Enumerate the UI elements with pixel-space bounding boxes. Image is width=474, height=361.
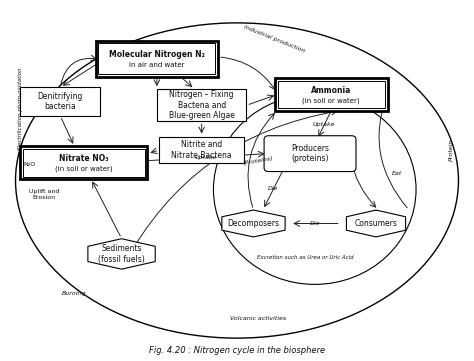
FancyBboxPatch shape	[96, 41, 218, 77]
Text: Molecular Nitrogen N₂: Molecular Nitrogen N₂	[109, 50, 205, 59]
FancyBboxPatch shape	[157, 89, 246, 121]
Text: Electrification photo-oxidation: Electrification photo-oxidation	[18, 68, 23, 150]
Text: Nitrite and
Nitrate Bactena: Nitrite and Nitrate Bactena	[171, 140, 232, 160]
FancyBboxPatch shape	[275, 78, 388, 111]
Text: (in soil or water): (in soil or water)	[302, 97, 360, 104]
Text: Uptake: Uptake	[195, 155, 218, 160]
Text: (Proteins): (Proteins)	[243, 156, 273, 166]
Text: Consumers: Consumers	[355, 219, 397, 228]
Text: N₂O: N₂O	[24, 162, 36, 167]
Text: Nitrogen – Fixing
Bactena and
Blue-green Algae: Nitrogen – Fixing Bactena and Blue-green…	[169, 90, 235, 120]
Text: Uptake: Uptake	[313, 122, 336, 127]
Text: Die: Die	[268, 186, 279, 191]
Text: Industrial production: Industrial production	[243, 25, 306, 54]
Text: Fig. 4.20 : Nitrogen cycle in the biosphere: Fig. 4.20 : Nitrogen cycle in the biosph…	[149, 346, 325, 355]
FancyBboxPatch shape	[264, 136, 356, 171]
Text: Die: Die	[310, 221, 321, 226]
Polygon shape	[222, 210, 285, 237]
Polygon shape	[346, 210, 406, 237]
Text: Excretion such as Urea or Uric Acid: Excretion such as Urea or Uric Acid	[257, 255, 354, 260]
Text: Producers
(proteins): Producers (proteins)	[291, 144, 329, 163]
Text: Burning: Burning	[62, 291, 87, 296]
Polygon shape	[88, 239, 155, 269]
Text: Nitrate NO₃: Nitrate NO₃	[59, 154, 109, 163]
Text: Eat: Eat	[392, 171, 402, 176]
Text: Protein: Protein	[449, 139, 454, 161]
Text: Denitrifying
bacteria: Denitrifying bacteria	[37, 92, 83, 112]
FancyBboxPatch shape	[20, 147, 147, 179]
Text: Decomposers: Decomposers	[228, 219, 280, 228]
FancyBboxPatch shape	[20, 87, 100, 116]
Text: in air and water: in air and water	[129, 62, 184, 68]
Text: (in soil or water): (in soil or water)	[55, 165, 113, 171]
Text: Ammonia: Ammonia	[311, 86, 351, 95]
Text: Sediments
(fossil fuels): Sediments (fossil fuels)	[98, 244, 145, 264]
Text: Uplift and
Erosion: Uplift and Erosion	[28, 190, 59, 200]
FancyBboxPatch shape	[159, 136, 244, 164]
Text: Volcanic activities: Volcanic activities	[230, 316, 286, 321]
